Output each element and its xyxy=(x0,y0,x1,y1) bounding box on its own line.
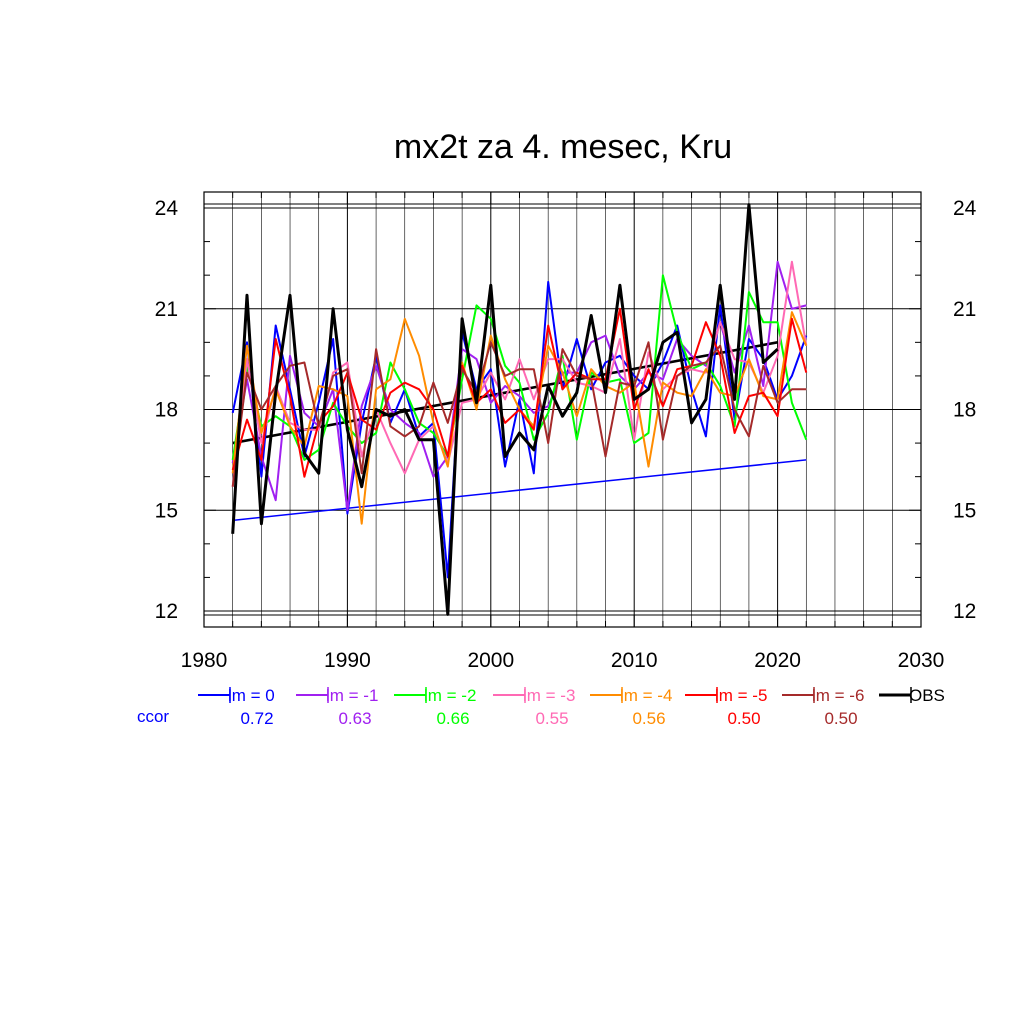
x-tick-label: 2010 xyxy=(611,649,658,672)
x-tick-label: 1980 xyxy=(181,649,228,672)
corr-label: ccor xyxy=(137,707,169,726)
legend-corr-value: 0.50 xyxy=(824,709,857,728)
y-tick-label-right: 12 xyxy=(953,600,976,623)
legend-label: lm = -4 xyxy=(620,686,672,705)
legend: lm = 0 0.72 lm = -1 0.63 lm = -2 0.66 lm = -3 0… xyxy=(137,686,945,728)
legend-label: lm = -3 xyxy=(523,686,575,705)
legend-corr-value: 0.55 xyxy=(535,709,568,728)
legend-corr-value: 0.50 xyxy=(727,709,760,728)
tick-labels: 12 12 15 15 18 18 21 21 24 24 1980 1990 2000 2010 2020… xyxy=(155,197,977,672)
legend-label: OBS xyxy=(909,686,945,705)
legend-label: lm = -2 xyxy=(424,686,476,705)
x-tick-label: 2000 xyxy=(467,649,514,672)
y-tick-label-left: 24 xyxy=(155,197,179,220)
y-tick-label-left: 12 xyxy=(155,600,178,623)
data-series xyxy=(231,203,808,616)
y-tick-label-left: 15 xyxy=(155,499,178,522)
legend-label: lm = -6 xyxy=(812,686,864,705)
chart-title: mx2t za 4. mesec, Kru xyxy=(394,128,732,166)
legend-corr-value: 0.63 xyxy=(338,709,371,728)
legend-corr-value: 0.56 xyxy=(632,709,665,728)
series-line xyxy=(231,203,779,616)
y-tick-label-left: 21 xyxy=(155,298,178,321)
grid xyxy=(204,192,921,627)
trend-line xyxy=(232,341,778,445)
plot-frame xyxy=(203,191,922,628)
legend-corr-value: 0.66 xyxy=(436,709,469,728)
y-tick-label-right: 15 xyxy=(953,499,976,522)
series-line xyxy=(231,307,808,478)
legend-corr-value: 0.72 xyxy=(240,709,273,728)
legend-label: lm = 0 xyxy=(228,686,275,705)
y-tick-label-right: 24 xyxy=(953,197,977,220)
x-tick-label: 2020 xyxy=(754,649,801,672)
legend-label: lm = -5 xyxy=(715,686,767,705)
y-tick-label-right: 18 xyxy=(953,399,976,422)
y-tick-label-right: 21 xyxy=(953,298,976,321)
trend-line xyxy=(232,459,807,522)
y-tick-label-left: 18 xyxy=(155,399,178,422)
x-tick-label: 1990 xyxy=(324,649,371,672)
x-tick-label: 2030 xyxy=(898,649,945,672)
legend-label: lm = -1 xyxy=(326,686,378,705)
